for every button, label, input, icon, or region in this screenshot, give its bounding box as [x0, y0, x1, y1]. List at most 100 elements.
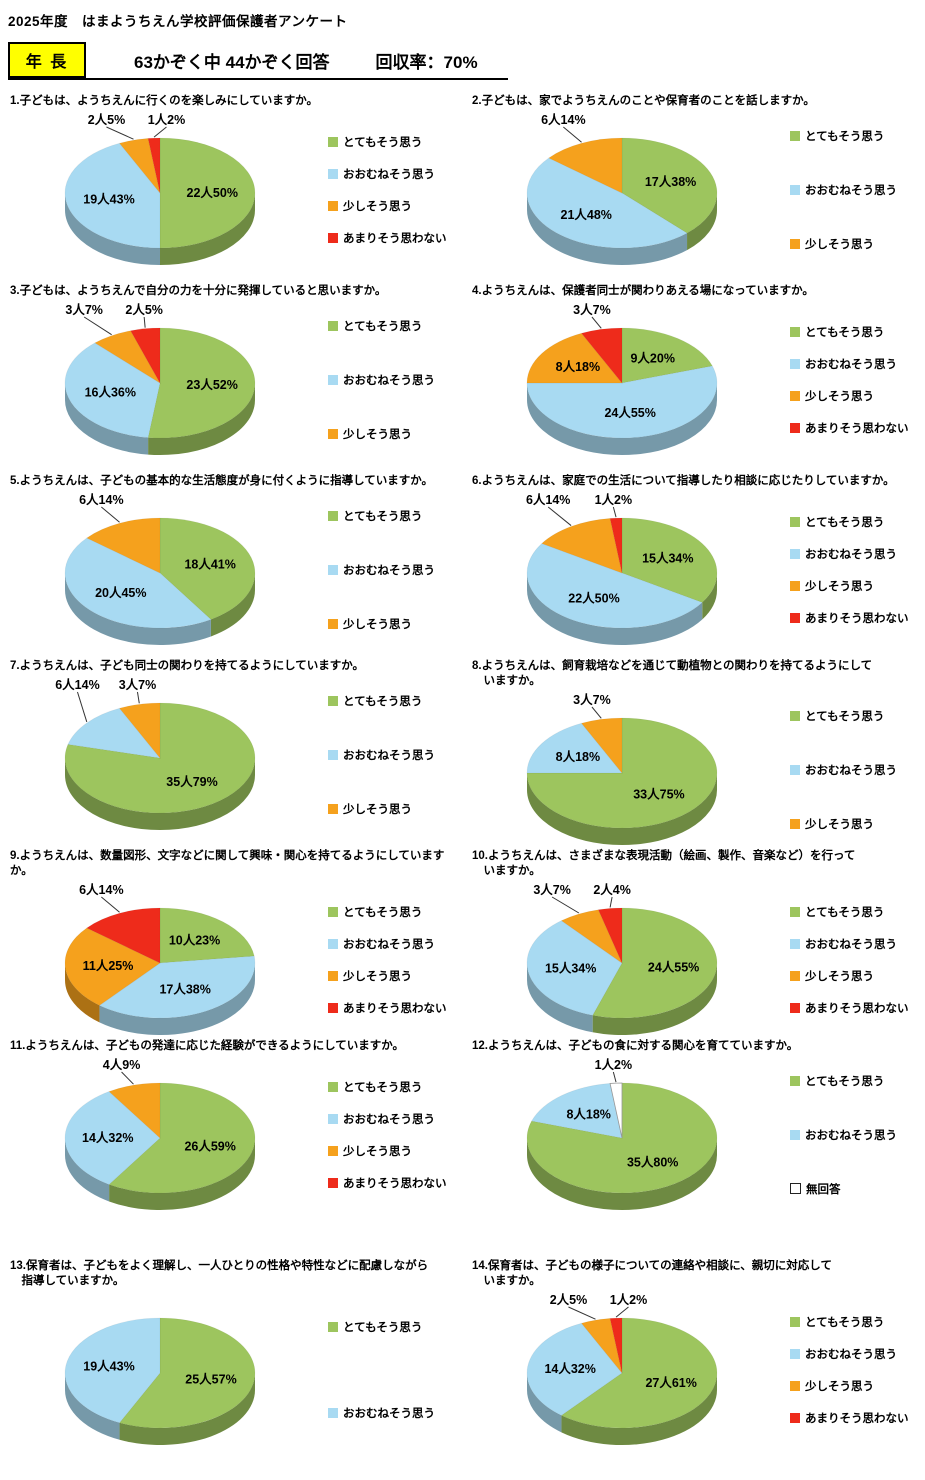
chart-legend: とてもそう思う おおむねそう思う 少しそう思う あまりそう思わない [328, 885, 447, 1035]
slice-label: 2人4% [593, 882, 631, 897]
chart-legend: とてもそう思う おおむねそう思う 少しそう思う あまりそう思わない [790, 495, 909, 645]
legend-label: おおむねそう思う [805, 764, 897, 777]
pie-chart: 26人59% 14人32% 4人9% [64, 1057, 256, 1210]
pie-slice [159, 907, 255, 964]
legend-item: おおむねそう思う [328, 747, 435, 763]
label-leader-line [83, 316, 112, 336]
pie-slice-side [527, 572, 703, 645]
slice-label: 2人5% [550, 1292, 588, 1307]
chart-body: 9人20% 24人55% 8人18% 3人7% とてもそう思う おおむねそう思う 少しそう… [472, 301, 921, 459]
label-leader-line [612, 506, 617, 518]
survey-chart-cell: 9.ようちえんは、数量図形、文字などに関して興味・関心を持てるようにしていますか… [0, 845, 462, 1035]
survey-chart-cell: 10.ようちえんは、さまざまな表現活動（絵画、製作、音楽など）を行って いますか… [462, 845, 925, 1035]
pie-slice [609, 1317, 623, 1373]
label-leader-line [591, 706, 602, 719]
slice-label: 8人18% [556, 749, 600, 764]
slice-label: 6人14% [79, 492, 123, 507]
legend-swatch [328, 564, 338, 575]
pie-slice [526, 543, 703, 629]
pie-slice [98, 955, 256, 1019]
pie-slice [621, 517, 718, 603]
slice-label: 33人75% [633, 786, 684, 801]
pie-slice [621, 327, 713, 384]
survey-chart-cell: 1.子どもは、ようちえんに行くのを楽しみにしていますか。 22人50% 19人43… [0, 90, 462, 280]
slice-label: 20人45% [95, 585, 146, 600]
chart-body: 33人75% 8人18% 3人7% とてもそう思う おおむねそう思う 少しそう思う [472, 691, 921, 845]
pie-chart: 24人55% 15人34% 3人7% 2人4% [526, 882, 718, 1035]
legend-swatch [790, 1316, 800, 1327]
charts-grid: 1.子どもは、ようちえんに行くのを楽しみにしていますか。 22人50% 19人43… [0, 90, 925, 1480]
legend-item: とてもそう思う [328, 1079, 447, 1095]
legend-item: 少しそう思う [790, 816, 897, 832]
chart-legend: とてもそう思う おおむねそう思う 少しそう思う あまりそう思わない [790, 885, 909, 1035]
pie-slice [130, 327, 161, 385]
pie-slice-side [65, 1137, 110, 1202]
legend-item: あまりそう思わない [790, 420, 909, 436]
legend-item: あまりそう思わない [328, 1000, 447, 1016]
legend-swatch [790, 1412, 800, 1423]
label-leader-line [101, 506, 120, 523]
pie-slice-side [527, 192, 688, 265]
legend-label: 無回答 [806, 1183, 841, 1196]
legend-label: おおむねそう思う [343, 938, 435, 951]
legend-label: おおむねそう思う [805, 1348, 897, 1361]
legend-swatch [790, 184, 800, 195]
slice-label: 17人38% [159, 981, 210, 996]
chart-legend: とてもそう思うおおむねそう思う少しそう思う [790, 695, 897, 845]
legend-item: とてもそう思う [790, 708, 897, 724]
legend-label: あまりそう思わない [343, 232, 447, 245]
label-leader-line [153, 126, 167, 138]
legend-item: あまりそう思わない [328, 230, 447, 246]
pie-slice-side [561, 1372, 717, 1445]
label-leader-line [591, 316, 602, 329]
legend-item: 無回答 [790, 1181, 897, 1197]
survey-chart-cell: 2.子どもは、家でようちえんのことや保育者のことを話しますか。 17人38% 21… [462, 90, 925, 280]
pie-slice-side [99, 962, 255, 1035]
chart-body: 25人57% 19人43% とてもそう思う おおむねそう思う [10, 1291, 458, 1449]
label-leader-line [568, 1306, 596, 1320]
legend-swatch [328, 906, 338, 917]
survey-chart-cell: 14.保育者は、子どもの様子についての連絡や相談に、親切に対応して いますか。 … [462, 1255, 925, 1480]
pie-slice-side [65, 192, 160, 265]
pie-slice-side [527, 1137, 717, 1210]
legend-label: とてもそう思う [343, 136, 423, 149]
pie-slice-side [527, 1372, 562, 1433]
legend-swatch [790, 580, 800, 591]
legend-item: あまりそう思わない [328, 1175, 447, 1191]
chart-body: 26人59% 14人32% 4人9% とてもそう思う おおむねそう思う 少しそう思う あま… [10, 1056, 458, 1214]
pie-slice [94, 330, 162, 385]
label-leader-line [615, 1306, 629, 1318]
pie-slice-side [65, 382, 149, 455]
pie-slice [609, 1082, 623, 1139]
slice-label: 3人7% [119, 677, 157, 692]
legend-label: おおむねそう思う [805, 548, 897, 561]
legend-label: おおむねそう思う [343, 168, 435, 181]
legend-item: とてもそう思う [790, 128, 897, 144]
pie-slice-side [65, 1372, 120, 1440]
legend-label: おおむねそう思う [343, 1113, 435, 1126]
pie-chart: 33人75% 8人18% 3人7% [526, 692, 718, 845]
survey-chart-cell: 5.ようちえんは、子どもの基本的な生活態度が身に付くように指導していますか。 1… [0, 470, 462, 655]
pie-slice [560, 909, 623, 965]
pie-slice [526, 717, 718, 829]
legend-label: 少しそう思う [805, 390, 874, 403]
legend-swatch [328, 200, 338, 211]
legend-label: とてもそう思う [343, 1081, 423, 1094]
pie-chart: 35人79% 6人14% 3人7% [55, 677, 256, 830]
slice-label: 1人2% [595, 492, 633, 507]
survey-chart-cell: 3.子どもは、ようちえんで自分の力を十分に発揮していると思いますか。 23人52… [0, 280, 462, 470]
chart-body: 23人52% 16人36% 3人7% 2人5% とてもそう思う おおむねそう思う 少しそう… [10, 301, 458, 459]
pie-chart: 15人34% 22人50% 6人14% 1人2% [526, 492, 718, 645]
pie-slice [526, 722, 623, 774]
legend-swatch [328, 970, 338, 981]
legend-item: とてもそう思う [328, 693, 435, 709]
chart-legend: とてもそう思う おおむねそう思う 少しそう思う [328, 680, 435, 830]
legend-swatch [790, 422, 800, 433]
respondents-text: 63かぞく中 44かぞく回答 [134, 52, 330, 72]
slice-label: 6人14% [541, 112, 585, 127]
legend-item: とてもそう思う [790, 1314, 909, 1330]
label-leader-line [547, 506, 572, 526]
pie-slice [597, 907, 623, 964]
chart-title: 7.ようちえんは、子ども同士の関わりを持てるようにしていますか。 [10, 660, 365, 672]
legend-label: とてもそう思う [805, 516, 885, 529]
